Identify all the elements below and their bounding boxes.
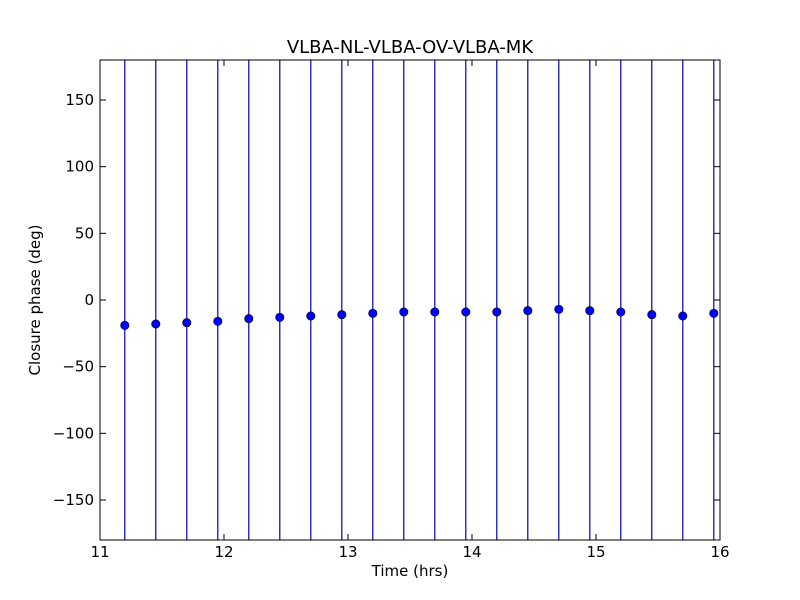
data-point [368,308,378,318]
y-tick-label: −150 [53,491,94,509]
chart-title: VLBA-NL-VLBA-OV-VLBA-MK [287,37,535,58]
data-point [554,304,564,314]
data-point [213,316,223,326]
x-tick-label: 15 [586,543,605,561]
y-tick-label: 0 [84,291,94,309]
data-point [616,307,626,317]
y-tick-label: 150 [65,91,94,109]
x-tick-label: 16 [710,543,729,561]
y-axis-ticks: 150 100 50 0 −50 −100 −150 [53,91,720,509]
data-point [430,307,440,317]
y-tick-label: 100 [65,158,94,176]
y-axis-label: Closure phase (deg) [26,225,44,376]
x-axis-label: Time (hrs) [371,562,449,580]
x-tick-label: 13 [338,543,357,561]
data-point [337,310,347,320]
x-axis-ticks: 11 12 13 14 15 16 [90,60,730,561]
plot-frame [99,59,721,541]
data-point [182,318,192,328]
data-point [523,306,533,316]
x-tick-label: 11 [90,543,109,561]
data-point [709,308,719,318]
data-points-group [120,304,719,330]
x-tick-label: 14 [462,543,481,561]
data-point [585,306,595,316]
data-point [151,319,161,329]
x-tick-label: 12 [214,543,233,561]
data-point [461,307,471,317]
data-point [399,307,409,317]
y-tick-label: 50 [75,224,94,242]
data-point [275,312,285,322]
y-tick-label: −50 [62,358,94,376]
errorbars-group [124,60,715,540]
data-point [492,307,502,317]
data-point [120,320,130,330]
data-point [244,314,254,324]
data-point [678,311,688,321]
data-point [647,310,657,320]
data-point [306,311,316,321]
y-tick-label: −100 [53,424,94,442]
